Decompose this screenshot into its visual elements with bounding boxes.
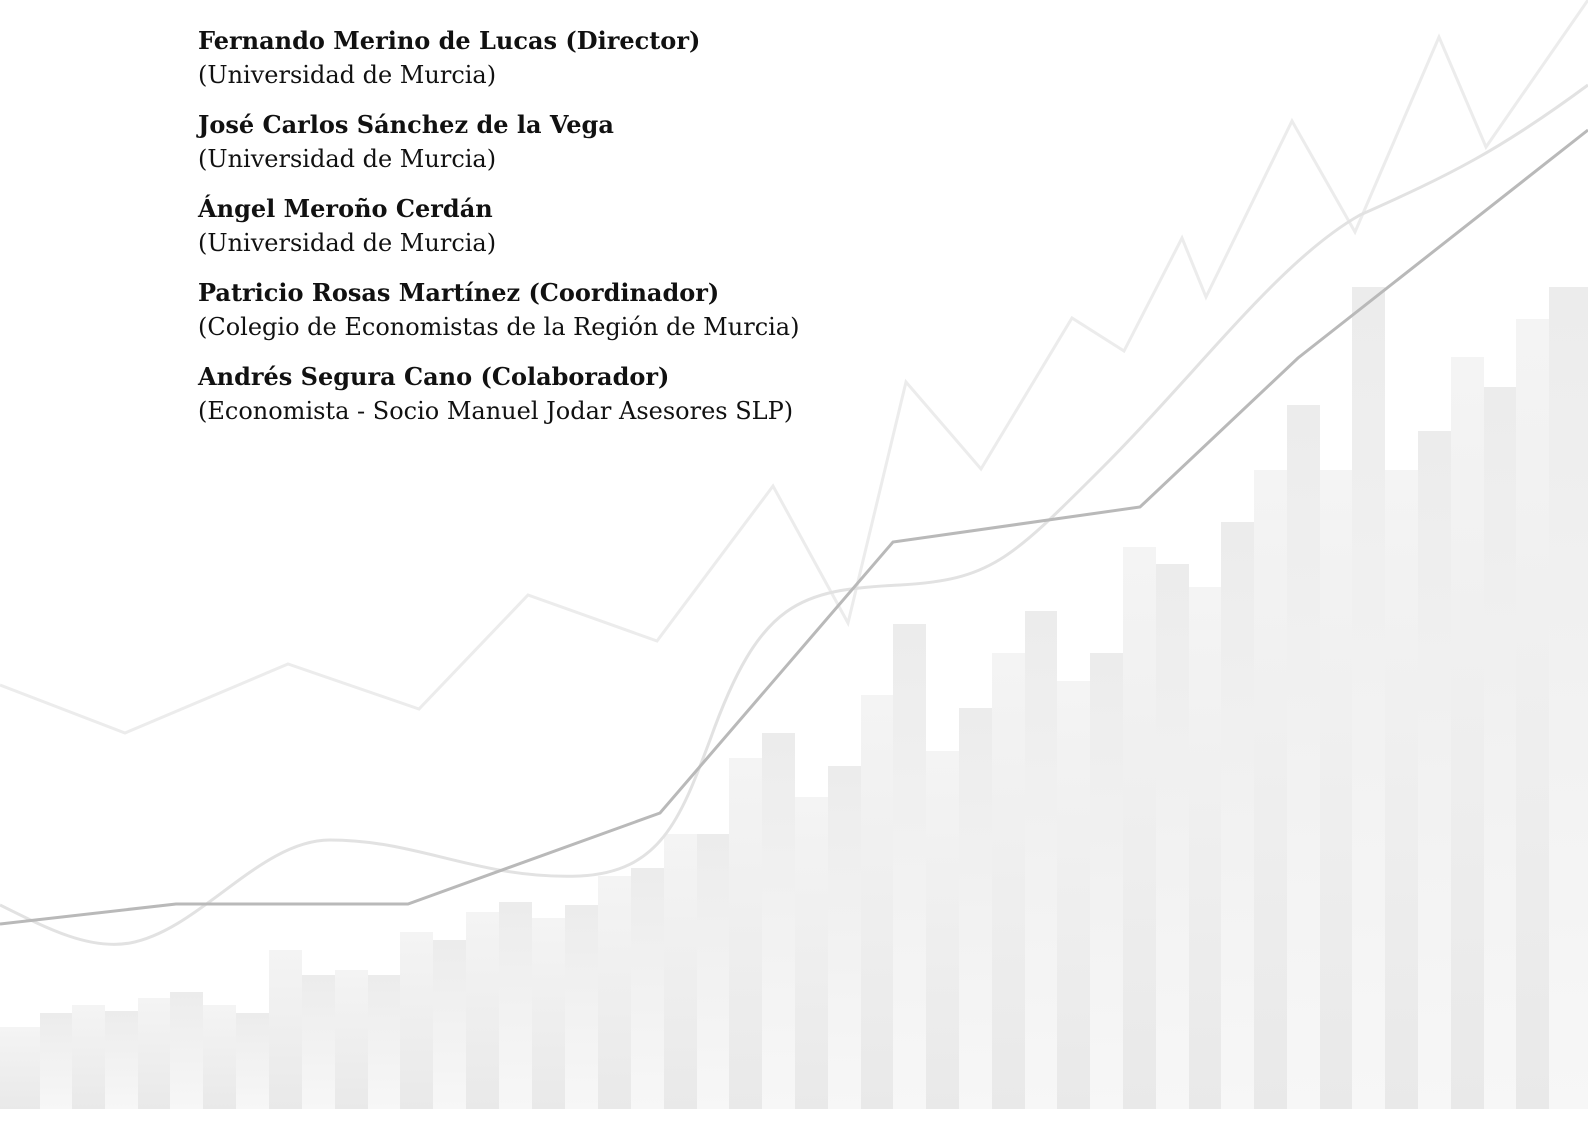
decor-bar xyxy=(203,1005,236,1109)
decor-bar xyxy=(40,1013,72,1109)
person-affiliation: (Economista - Socio Manuel Jodar Asesore… xyxy=(198,394,799,428)
decor-bar xyxy=(729,758,762,1109)
person: Patricio Rosas Martínez (Coordinador)(Co… xyxy=(198,276,799,344)
decor-bar xyxy=(861,695,893,1109)
decor-bar xyxy=(1057,681,1090,1109)
decor-bar xyxy=(1549,287,1588,1109)
person-name: José Carlos Sánchez de la Vega xyxy=(198,108,799,142)
decor-bar xyxy=(1320,470,1352,1109)
person: Fernando Merino de Lucas (Director)(Univ… xyxy=(198,24,799,92)
decor-bar xyxy=(499,902,532,1109)
page: Fernando Merino de Lucas (Director)(Univ… xyxy=(0,0,1588,1123)
decor-bar xyxy=(762,733,795,1109)
decor-bar xyxy=(893,624,926,1109)
decor-bar xyxy=(1385,470,1418,1109)
people-list: Fernando Merino de Lucas (Director)(Univ… xyxy=(198,24,799,444)
decor-bar xyxy=(697,834,729,1109)
decor-bar xyxy=(532,918,565,1109)
decor-bar xyxy=(1156,564,1189,1109)
decor-bar xyxy=(1352,287,1385,1109)
person-name: Patricio Rosas Martínez (Coordinador) xyxy=(198,276,799,310)
decor-bar xyxy=(1189,587,1221,1109)
decor-bar xyxy=(368,975,400,1109)
decor-bar xyxy=(926,751,959,1109)
decor-bar xyxy=(959,708,992,1109)
decor-bar xyxy=(72,1005,105,1109)
decor-bar xyxy=(1418,431,1451,1109)
decor-bar xyxy=(269,950,302,1109)
decor-bar xyxy=(466,912,499,1109)
person-affiliation: (Colegio de Economistas de la Región de … xyxy=(198,310,799,344)
decor-bar xyxy=(598,876,631,1109)
decor-bar xyxy=(433,940,466,1109)
person-affiliation: (Universidad de Murcia) xyxy=(198,58,799,92)
decor-bar xyxy=(400,932,433,1109)
decor-bar xyxy=(1484,387,1516,1109)
decor-bar xyxy=(1221,522,1254,1109)
decor-bar xyxy=(631,868,664,1109)
decor-bar xyxy=(170,992,203,1109)
decor-bar xyxy=(105,1011,138,1109)
decor-bar xyxy=(0,1027,40,1109)
decor-bar xyxy=(1254,470,1287,1109)
person-name: Fernando Merino de Lucas (Director) xyxy=(198,24,799,58)
decor-bar xyxy=(565,905,598,1109)
person-affiliation: (Universidad de Murcia) xyxy=(198,226,799,260)
person: José Carlos Sánchez de la Vega(Universid… xyxy=(198,108,799,176)
decor-bar xyxy=(236,1013,269,1109)
decor-bar xyxy=(1025,611,1057,1109)
person-name: Ángel Meroño Cerdán xyxy=(198,192,799,226)
decor-bar xyxy=(302,975,335,1109)
decor-bar xyxy=(1123,547,1156,1109)
person: Andrés Segura Cano (Colaborador)(Economi… xyxy=(198,360,799,428)
decor-bar xyxy=(828,766,861,1109)
decor-bar xyxy=(992,653,1025,1109)
decor-bar xyxy=(1451,357,1484,1109)
decor-bar xyxy=(664,834,697,1109)
decor-bar xyxy=(138,998,170,1109)
decor-bar xyxy=(1516,319,1549,1109)
person: Ángel Meroño Cerdán(Universidad de Murci… xyxy=(198,192,799,260)
person-affiliation: (Universidad de Murcia) xyxy=(198,142,799,176)
decor-bar xyxy=(1090,653,1123,1109)
decor-bar xyxy=(795,797,828,1109)
person-name: Andrés Segura Cano (Colaborador) xyxy=(198,360,799,394)
decor-bar xyxy=(335,970,368,1109)
decor-bar xyxy=(1287,405,1320,1109)
